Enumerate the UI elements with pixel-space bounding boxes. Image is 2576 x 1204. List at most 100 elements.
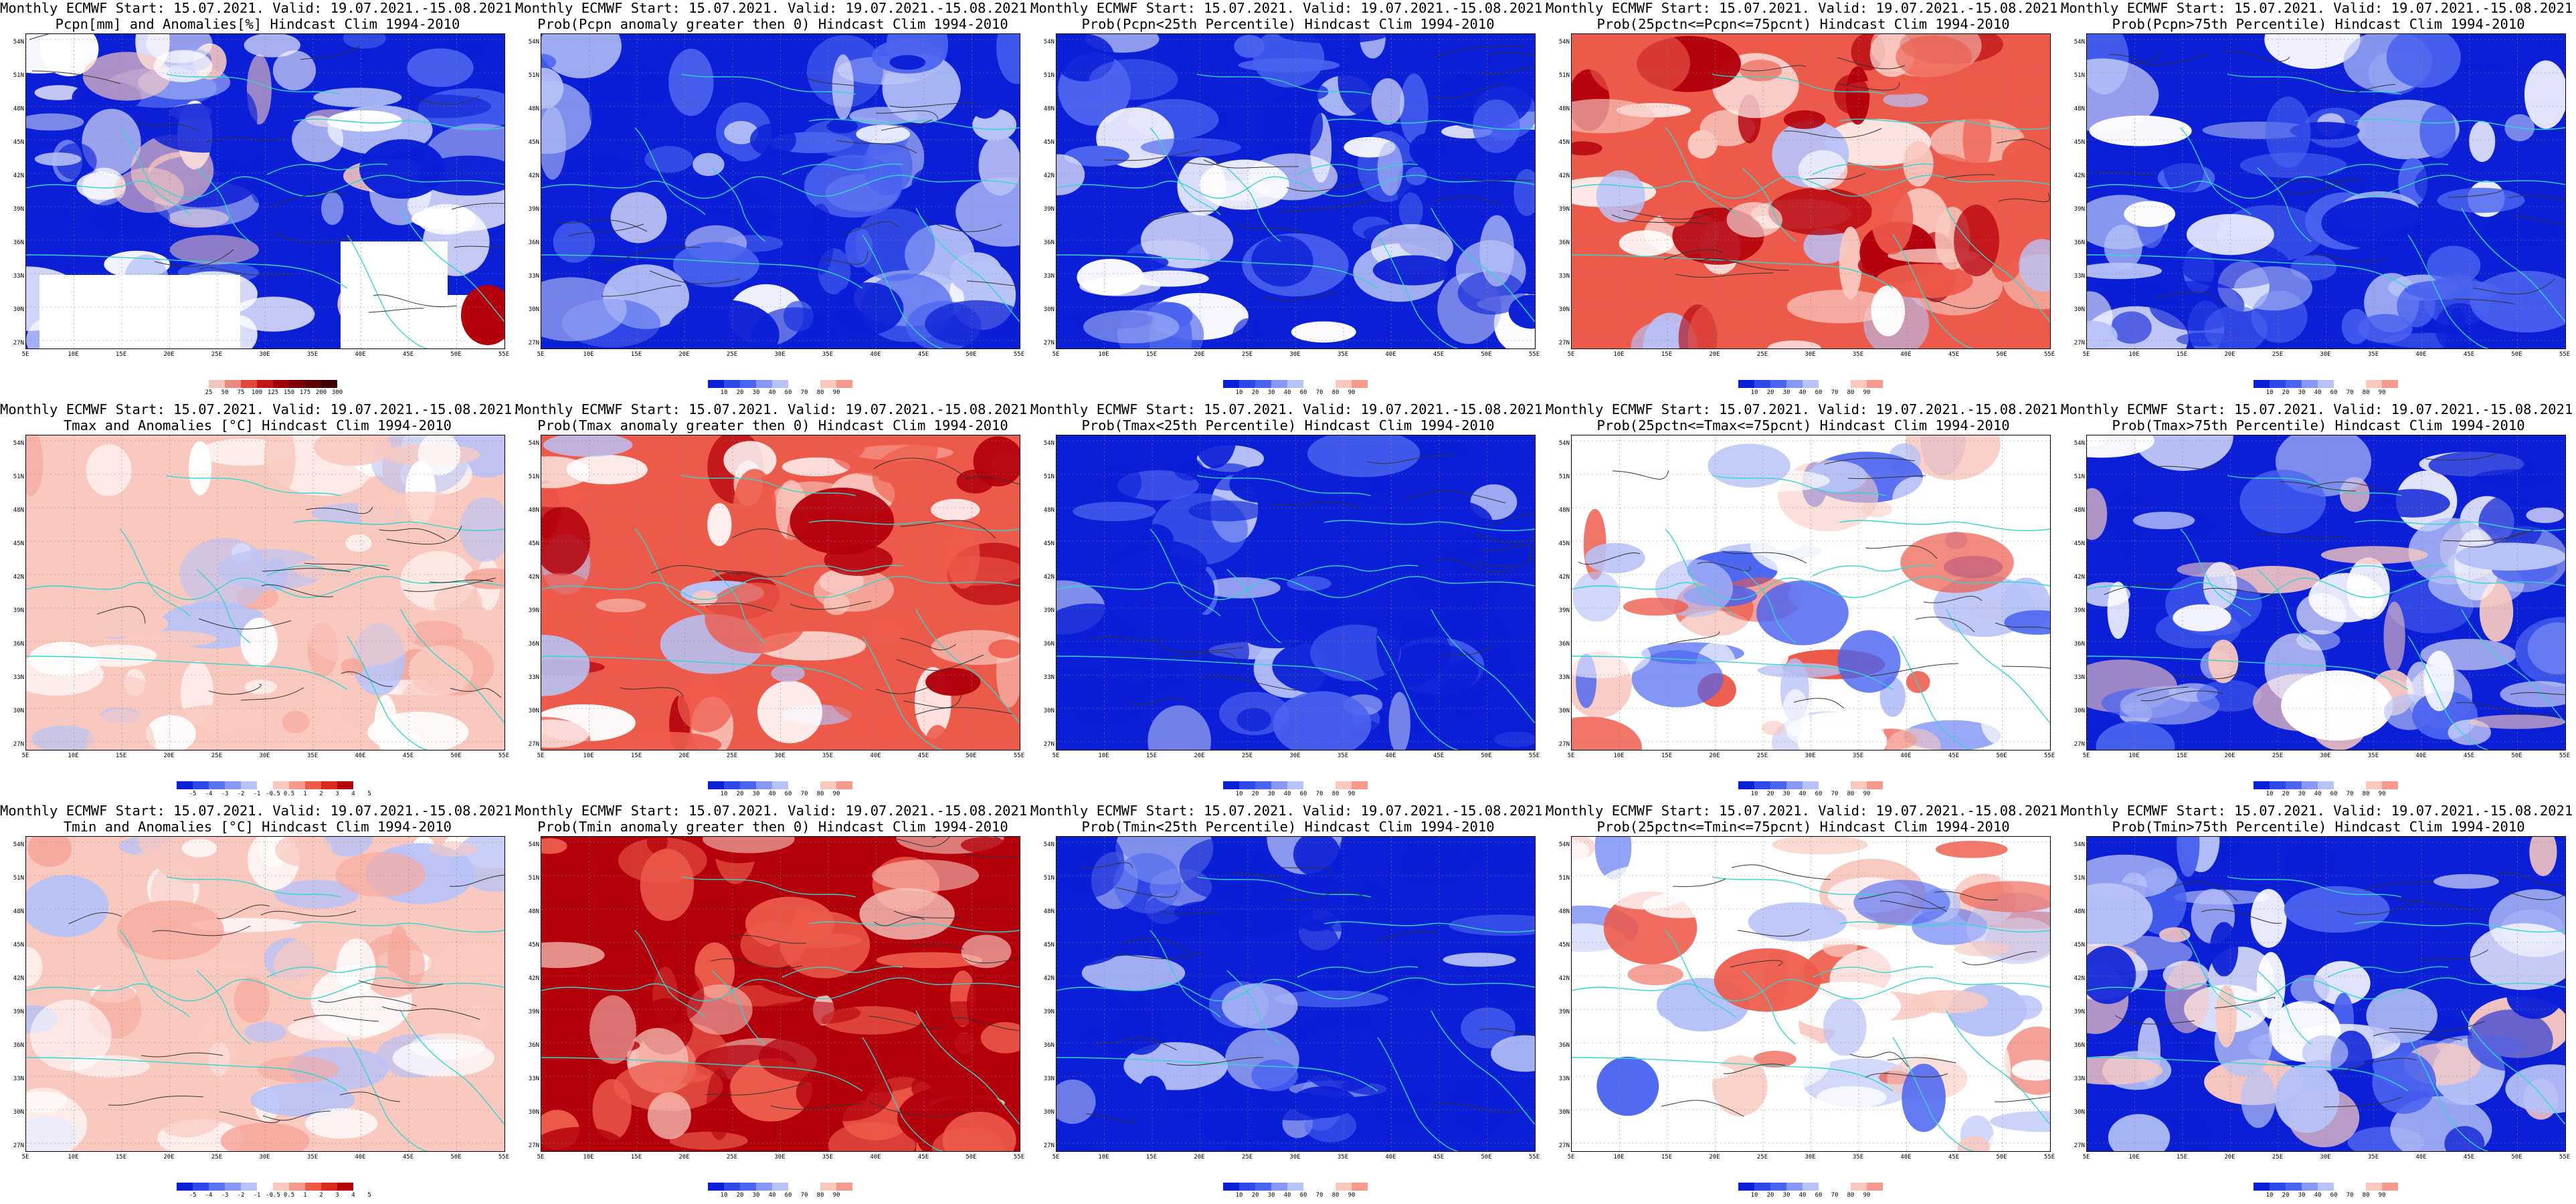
colorbar-tick-label: 0.5 <box>283 791 295 797</box>
field-shading <box>751 307 839 348</box>
contour-line <box>2448 189 2503 198</box>
colorbar-tick-label: 70 <box>2346 1192 2354 1199</box>
field-shading <box>1987 1126 2040 1151</box>
field-shading <box>2108 486 2146 558</box>
coastline <box>1812 565 1934 577</box>
longitude-label: 45E <box>1433 1154 1445 1161</box>
contour-line <box>2001 666 2050 669</box>
colorbar-swatch <box>1287 380 1303 388</box>
colorbar-tick-label: 70 <box>1315 1192 1323 1199</box>
contour-line <box>270 231 354 244</box>
latitude-label: 42N <box>13 173 24 179</box>
colorbar-swatch <box>1223 1183 1239 1191</box>
latitude-label: 54N <box>13 39 24 45</box>
contour-line <box>1793 698 1845 709</box>
panel-title-line1: Monthly ECMWF Start: 15.07.2021. Valid: … <box>1546 401 2066 417</box>
colorbar-tick-label: 90 <box>1348 791 1356 797</box>
colorbar-tick-label: 5 <box>367 1192 371 1199</box>
latitude-label: 30N <box>2074 1109 2085 1116</box>
longitude-label: 10E <box>68 752 79 759</box>
forecast-map-panel: Monthly ECMWF Start: 15.07.2021. Valid: … <box>1030 0 1551 401</box>
latitude-label: 42N <box>528 574 539 581</box>
latitude-label: 48N <box>1043 507 1054 514</box>
contour-line <box>1697 562 1751 572</box>
colorbar-tick-label: 40 <box>1283 791 1291 797</box>
contour-line <box>1783 128 1882 138</box>
field-shading <box>1803 227 1849 264</box>
coastline <box>2407 1037 2489 1151</box>
colorbar-tick-label: 20 <box>736 1192 744 1199</box>
colorbar-tick-label: 10 <box>1235 389 1243 396</box>
colorbar-swatch <box>788 1183 804 1191</box>
field-shading <box>2120 686 2220 725</box>
latitude-label: 39N <box>1043 1009 1054 1015</box>
colorbar-swatch <box>193 781 209 789</box>
colorbar-tick-label: 70 <box>800 791 808 797</box>
longitude-label: 10E <box>1613 752 1625 759</box>
field-shading <box>541 573 589 597</box>
field-shading <box>335 851 426 897</box>
contour-line <box>414 95 480 105</box>
longitude-label: 15E <box>1145 1154 1158 1161</box>
field-shading <box>341 658 365 675</box>
field-shading <box>541 942 605 969</box>
contour-line <box>1962 951 2037 966</box>
longitude-label: 30E <box>2320 1154 2331 1161</box>
field-shading <box>2124 201 2176 227</box>
colorbar-tick-label: 4 <box>351 1192 355 1199</box>
colorbar-swatch <box>2382 380 2398 388</box>
coastline <box>266 966 388 978</box>
field-shading <box>2433 874 2499 889</box>
field-shading <box>1059 1137 1095 1151</box>
field-shading <box>1113 853 1182 914</box>
forecast-map <box>25 33 505 349</box>
colorbar-swatch <box>740 781 756 789</box>
colorbar-swatch <box>836 1183 852 1191</box>
latitude-label: 33N <box>528 1076 539 1082</box>
longitude-label: 50E <box>1996 1154 2007 1161</box>
contour-line <box>2336 898 2423 915</box>
contour-line <box>272 192 347 207</box>
latitude-label: 51N <box>1558 474 1570 480</box>
field-shading <box>1389 844 1473 887</box>
latitude-label: 54N <box>1558 841 1570 848</box>
contour-line <box>1277 199 1375 213</box>
field-shading <box>566 454 648 485</box>
colorbar-swatch <box>788 781 804 789</box>
coastline <box>1149 127 1221 215</box>
field-shading <box>2468 714 2565 729</box>
longitude-label: 10E <box>2128 752 2140 759</box>
field-shading <box>26 875 109 937</box>
contour-line <box>1280 867 1333 877</box>
latitude-label: 27N <box>2074 340 2085 346</box>
latitude-label: 54N <box>2074 841 2085 848</box>
contour-line <box>2201 909 2282 924</box>
latitude-label: 27N <box>13 741 24 748</box>
contour-line <box>2511 215 2565 225</box>
field-shading <box>26 435 43 496</box>
longitude-label: 55E <box>2043 1154 2055 1161</box>
panel-title-line2: Pcpn[mm] and Anomalies[%] Hindcast Clim … <box>55 16 460 32</box>
contour-line <box>108 1096 204 1106</box>
colorbar-swatch <box>804 380 820 388</box>
field-shading <box>647 1092 691 1140</box>
map-canvas <box>541 837 1020 1151</box>
longitude-label: 20E <box>1709 351 1720 358</box>
coastline <box>347 635 428 750</box>
field-shading <box>408 645 474 695</box>
latitude-label: 48N <box>1558 106 1570 112</box>
contour-line <box>373 294 458 307</box>
colorbar-swatch <box>1867 781 1883 789</box>
contour-line <box>2373 1031 2463 1041</box>
field-shading <box>1291 321 1356 343</box>
latitude-label: 48N <box>1558 908 1570 915</box>
coastline <box>1196 876 1372 898</box>
field-shading <box>2376 489 2450 518</box>
colorbar-swatch <box>1754 781 1770 789</box>
field-shading <box>1307 435 1420 478</box>
longitude-label: 30E <box>774 752 786 759</box>
colorbar-swatch <box>1786 1183 1803 1191</box>
contour-line <box>2104 583 2174 595</box>
contour-line <box>339 1092 401 1102</box>
colorbar-tick-label: 10 <box>2266 791 2274 797</box>
